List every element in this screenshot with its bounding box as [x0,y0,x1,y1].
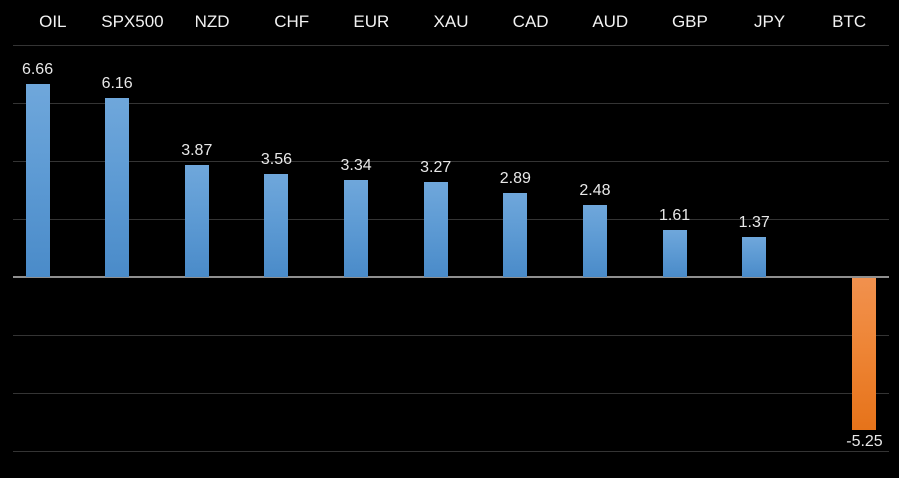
gridline [13,451,889,452]
category-label-gbp: GBP [671,12,708,31]
value-label-eur: 3.34 [340,157,372,175]
category-label-chf: CHF [274,12,310,31]
value-label-chf: 3.56 [260,150,292,168]
category-label-spx500: SPX500 [101,12,164,31]
bar-chf [264,173,289,277]
value-label-nzd: 3.87 [181,141,213,159]
bar-jpy [742,237,767,277]
bar-gbp [662,230,687,277]
category-label-cad: CAD [512,12,549,31]
category-label-eur: EUR [353,12,390,31]
category-label-jpy: JPY [753,12,786,31]
bar-aud [582,205,607,277]
zero-line [13,276,889,278]
value-label-jpy: 1.37 [738,214,770,232]
gridline [13,393,889,394]
bar-eur [344,180,369,277]
bar-cad [503,193,528,277]
category-label-aud: AUD [592,12,629,31]
bar-xau [423,182,448,277]
bar-oil [25,83,50,277]
value-label-btc: -5.25 [846,433,883,451]
value-label-xau: 3.27 [420,159,452,177]
category-label-xau: XAU [433,12,469,31]
value-label-cad: 2.89 [499,170,531,188]
value-label-oil: 6.66 [21,60,54,78]
value-label-spx500: 6.16 [101,75,133,93]
gridline [13,45,889,46]
category-label-nzd: NZD [194,12,230,31]
bar-spx500 [105,98,130,277]
value-label-aud: 2.48 [579,182,611,200]
category-label-btc: BTC [832,12,867,31]
gridline [13,219,889,220]
gridline [13,161,889,162]
gridline [13,335,889,336]
value-label-gbp: 1.61 [659,207,691,225]
category-label-oil: OIL [39,12,67,31]
bar-btc [852,278,877,431]
bar-nzd [184,164,209,277]
gridline [13,103,889,104]
